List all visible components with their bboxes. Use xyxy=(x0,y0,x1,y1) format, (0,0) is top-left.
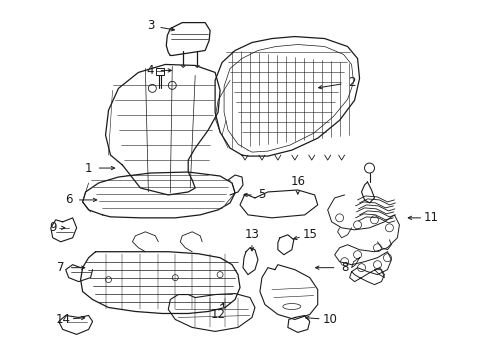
Text: 14: 14 xyxy=(55,313,70,326)
Text: 11: 11 xyxy=(423,211,438,224)
Text: 5: 5 xyxy=(258,188,265,202)
Text: 7: 7 xyxy=(57,261,64,274)
Text: 1: 1 xyxy=(85,162,92,175)
Text: 12: 12 xyxy=(210,308,225,321)
Text: 13: 13 xyxy=(244,228,259,241)
Text: 16: 16 xyxy=(290,175,305,189)
Text: 8: 8 xyxy=(340,261,347,274)
Text: 9: 9 xyxy=(49,221,57,234)
Text: 4: 4 xyxy=(146,64,154,77)
Text: 3: 3 xyxy=(146,19,154,32)
Text: 15: 15 xyxy=(302,228,317,241)
Text: 6: 6 xyxy=(65,193,72,206)
Text: 10: 10 xyxy=(322,313,336,326)
Text: 2: 2 xyxy=(347,76,355,89)
